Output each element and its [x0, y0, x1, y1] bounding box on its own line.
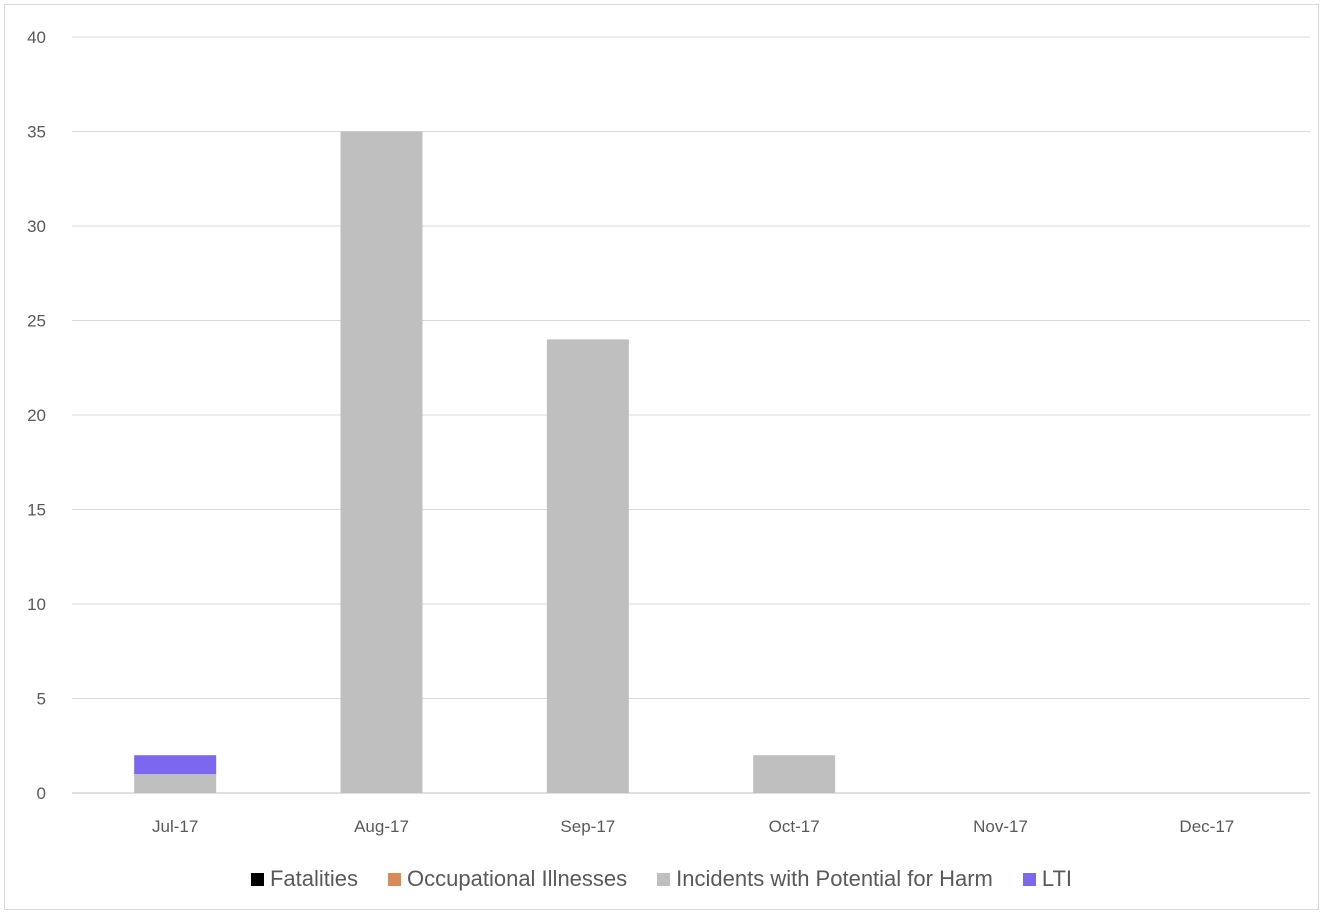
legend-swatch [250, 872, 264, 886]
legend-item: Occupational Illnesses [388, 866, 627, 892]
x-axis-tick-labels: Jul-17 Aug-17 Sep-17 Oct-17 Nov-17 Dec-17 [152, 817, 1234, 836]
x-tick-label: Aug-17 [354, 817, 409, 836]
legend-item: Incidents with Potential for Harm [657, 866, 993, 892]
legend: Fatalities Occupational Illnesses Incident… [0, 866, 1323, 892]
legend-item: Fatalities [250, 866, 359, 892]
bar-segment [134, 755, 217, 775]
x-tick-label: Oct-17 [769, 817, 820, 836]
chart-frame [4, 4, 1319, 910]
y-tick-label: 0 [37, 784, 46, 803]
legend-label: LTI [1041, 866, 1073, 891]
y-tick-label: 25 [27, 312, 46, 331]
x-tick-label: Jul-17 [152, 817, 198, 836]
x-tick-label: Dec-17 [1179, 817, 1234, 836]
x-tick-label: Nov-17 [973, 817, 1028, 836]
bar-segment [546, 339, 629, 793]
legend-swatch [388, 872, 402, 886]
legend-swatch [657, 872, 671, 886]
y-tick-label: 10 [27, 595, 46, 614]
y-tick-label: 40 [27, 28, 46, 47]
x-tick-label: Sep-17 [560, 817, 615, 836]
legend-item: LTI [1022, 866, 1073, 892]
y-tick-label: 30 [27, 217, 46, 236]
bar-segment [340, 131, 423, 793]
y-tick-label: 35 [27, 123, 46, 142]
bar-segment [134, 774, 217, 793]
bars [134, 131, 836, 793]
y-axis-tick-labels: 0 5 10 15 20 25 30 35 40 [27, 28, 46, 803]
y-tick-label: 20 [27, 406, 46, 425]
legend-label: Incidents with Potential for Harm [676, 866, 993, 891]
legend-swatch [1022, 872, 1036, 886]
y-tick-label: 5 [37, 690, 46, 709]
y-tick-label: 15 [27, 501, 46, 520]
gridlines [72, 36, 1310, 699]
legend-label: Occupational Illnesses [407, 866, 628, 891]
bar-segment [753, 755, 836, 793]
legend-label: Fatalities [269, 866, 359, 891]
